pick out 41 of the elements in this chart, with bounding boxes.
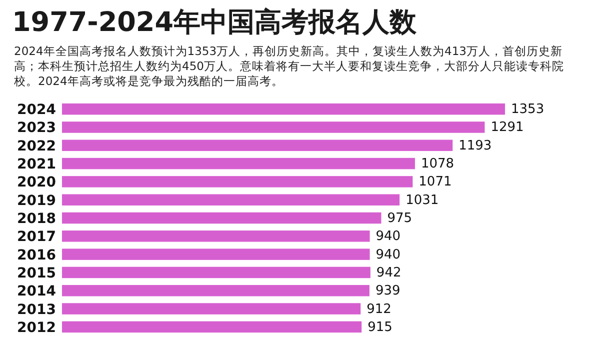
y-tick-label: 2019 [17, 192, 56, 209]
y-tick-label: 2018 [17, 211, 56, 227]
chart-subtitle: 2024年全国高考报名人数预计为1353万人，再创历史新高。其中，复读生人数为413万人，首创历史新高；本科生预计总招生人数约为450万人。意味着将有一大半人要和复读生竞争，大部分人只能读专科院校。2024年高考或将是竞争最为残酷的一届高考。 [14, 44, 565, 89]
y-tick-label: 2022 [17, 138, 56, 154]
data-label: 1291 [490, 120, 524, 136]
data-label: 1193 [458, 138, 492, 154]
bar [62, 212, 382, 224]
y-tick-label: 2015 [17, 265, 56, 282]
data-label: 915 [368, 320, 392, 335]
y-tick-label: 2014 [17, 284, 56, 300]
data-label: 1071 [418, 174, 452, 190]
data-label: 940 [376, 229, 401, 244]
bar [62, 140, 453, 152]
data-label: 942 [376, 265, 402, 280]
chart-title: 1977-2024年中国高考报名人数 [12, 6, 416, 40]
bar [62, 248, 370, 260]
y-tick-label: 2021 [17, 156, 56, 173]
bar [62, 303, 361, 314]
y-tick-label: 2012 [17, 320, 56, 336]
bar [62, 321, 362, 333]
y-tick-label: 2017 [17, 229, 56, 246]
bar [62, 194, 400, 206]
bar [62, 158, 415, 170]
bar [62, 266, 370, 278]
bar [62, 122, 485, 133]
bar [62, 230, 370, 242]
y-tick-label: 2023 [17, 120, 56, 136]
data-label: 939 [375, 284, 400, 299]
data-label: 1031 [406, 192, 439, 208]
data-label: 940 [376, 247, 401, 262]
data-label: 975 [387, 211, 412, 226]
y-tick-label: 2024 [17, 102, 56, 118]
data-label: 1353 [511, 102, 544, 118]
y-tick-label: 2020 [17, 174, 56, 191]
bar [62, 284, 370, 296]
bar [62, 103, 505, 115]
y-tick-label: 2013 [17, 302, 56, 318]
bar [62, 176, 413, 188]
data-label: 912 [366, 302, 392, 317]
data-label: 1078 [420, 156, 454, 172]
y-tick-label: 2016 [17, 247, 56, 264]
